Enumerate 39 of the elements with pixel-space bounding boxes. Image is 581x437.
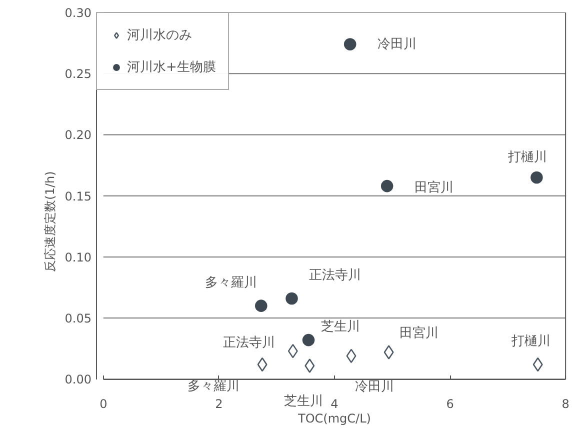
annotation: 芝生川 [321, 320, 360, 335]
x-tick-label: 6 [446, 397, 454, 412]
y-tick-label: 0.10 [64, 250, 92, 264]
x-tick-label: 8 [562, 397, 570, 412]
x-tick-label: 0 [100, 397, 108, 412]
annotation: 多々羅川 [205, 275, 258, 290]
annotation: 正法寺川 [222, 336, 275, 351]
point [530, 171, 543, 184]
annotation: 芝生川 [284, 394, 324, 410]
annotation: 打樋川 [510, 334, 550, 349]
point [288, 344, 298, 358]
y-tick-label: 0.00 [64, 372, 92, 387]
point [384, 345, 394, 360]
point [344, 38, 356, 50]
annotation: 正法寺川 [308, 268, 361, 283]
point [254, 300, 268, 312]
y-tick-label: 0.05 [64, 312, 92, 326]
point [286, 292, 298, 305]
point [346, 348, 356, 364]
legend-label: 河川水のみ [127, 27, 192, 44]
annotation: 打樋川 [507, 150, 548, 165]
annotation: 冷田川 [354, 379, 394, 394]
legend-label: 河川水+生物膜 [127, 59, 216, 76]
y-tick-label: 0.25 [64, 67, 92, 82]
x-tick-label: 4 [330, 397, 338, 412]
point [380, 180, 394, 192]
annotation: 田宮川 [414, 180, 454, 196]
point [302, 334, 315, 346]
point [304, 358, 315, 373]
y-tick-label: 0.20 [64, 128, 92, 142]
annotation: 田宮川 [399, 324, 438, 341]
annotation: 冷田川 [378, 36, 417, 52]
point [532, 357, 543, 372]
point [257, 357, 268, 372]
x-tick-label: 2 [215, 397, 223, 412]
y-tick-label: 0.30 [64, 6, 92, 20]
y-axis-title: 反応速度定数(1/h) [42, 171, 57, 272]
y-tick-label: 0.15 [64, 189, 92, 204]
x-axis-title: TOC(mgC/L) [297, 412, 371, 426]
